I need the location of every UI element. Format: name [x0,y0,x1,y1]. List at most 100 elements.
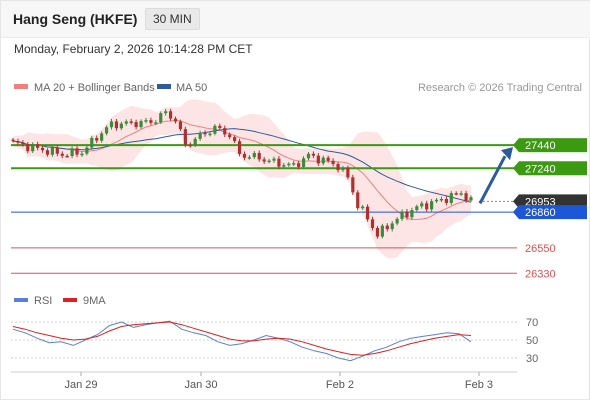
candle-body [149,120,153,123]
candle-body [109,121,114,128]
ma50-line [12,128,472,203]
level-tag-26953 [519,194,587,209]
candle-body [331,160,335,165]
candle-body [444,198,448,203]
candle-body [430,201,434,210]
candle-body [282,165,286,167]
candle-body [385,225,389,230]
rsi-legend-label: RSI [34,295,52,307]
candle-body [434,199,439,202]
candle-body [464,193,468,201]
candle-body [129,121,133,123]
timeframe-selector[interactable]: 30 MIN [145,8,200,30]
candle-body [134,122,138,128]
candle-body [55,147,59,154]
candle-body [223,128,227,135]
candle-body [356,192,360,209]
candle-body [420,203,424,207]
candle-body [292,163,296,165]
candle-body [415,206,419,211]
candle-body [36,144,40,148]
candle-layer [11,108,473,239]
x-tick-label: Feb 2 [326,379,354,391]
candle-body [469,197,473,201]
ma20-legend-swatch [14,84,28,89]
moving-average-layer [12,119,472,221]
candle-body [40,147,45,151]
candle-body [380,225,384,237]
candle-body [247,157,251,159]
candle-body [218,125,222,129]
rsi-panel: 70 50 30 [11,317,538,365]
candle-body [400,211,404,219]
level-label-26330: 26330 [525,268,556,280]
candle-body [65,155,69,158]
level-label-27240: 27240 [525,163,556,175]
candle-body [85,147,89,154]
candle-body [188,144,192,147]
candle-body [104,127,109,134]
ma20-legend-label: MA 20 + Bollinger Bands [34,82,155,94]
level-tag-27240 [519,161,587,176]
candle-body [277,158,281,167]
candle-body [60,153,64,156]
candle-body [114,121,119,129]
candle-body [16,141,20,143]
candle-body [272,158,276,161]
forecast-arrow-layer [478,147,513,205]
candle-body [252,152,256,158]
rsi-legend-swatch [14,298,28,302]
level-label-27440: 27440 [525,140,556,152]
candle-body [183,129,187,145]
candle-body [208,133,212,136]
candle-body [326,157,330,161]
candle-body [410,210,414,218]
candle-body [11,139,15,142]
chart-credit: Research © 2026 Trading Central [418,82,582,94]
candle-body [26,144,30,152]
candle-body [100,133,104,141]
candle-body [346,167,350,178]
bollinger-band-area [13,99,471,259]
candle-body [178,121,183,130]
candle-body [262,159,266,162]
level-tag-pointer-27440 [513,138,519,153]
level-tag-pointer-26953 [513,194,519,209]
level-label-26860: 26860 [525,207,556,219]
candle-body [90,137,94,148]
candle-body [70,148,74,156]
candle-body [173,118,178,122]
level-tag-pointer-27240 [513,161,519,176]
candle-body [341,167,345,171]
candle-body [375,227,380,237]
candle-body [336,164,340,171]
level-line-layer [11,144,517,274]
candle-body [198,132,202,139]
candle-body [351,177,355,193]
instrument-title: Hang Seng (HKFE) [13,11,138,27]
candle-body [459,193,463,195]
candle-body [45,150,50,155]
x-tick-label: Feb 3 [465,379,493,391]
candle-body [365,206,370,220]
candle-body [449,193,453,203]
candle-body [425,203,429,210]
bollinger-band-layer [13,99,471,259]
candle-body [203,132,207,135]
candle-body [242,153,247,158]
candle-body [395,218,399,224]
candle-body [159,113,163,123]
forecast-arrow-shaft [478,155,507,205]
candle-body [31,144,35,152]
candle-body [370,219,375,228]
candle-body [154,122,158,124]
ma50-legend-swatch [157,84,171,89]
candle-body [21,142,25,145]
chart-header: Hang Seng (HKFE) 30 MIN [1,1,590,38]
candle-body [454,193,458,195]
timestamp-label: Monday, February 2, 2026 10:14:28 PM CET [14,42,253,56]
candle-body [321,157,325,164]
